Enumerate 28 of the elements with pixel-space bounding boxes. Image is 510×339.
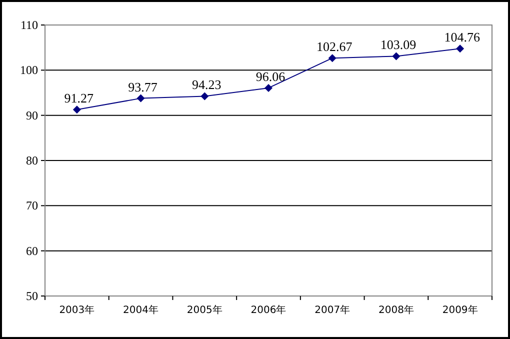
point (456, 44, 464, 53)
x-tick-label: 2007年 (314, 304, 350, 316)
x-tick-label: 2008年 (378, 304, 414, 316)
y-tick-label: 100 (20, 63, 38, 78)
y-tick-label: 110 (20, 18, 38, 32)
x-tick-label: 2004年 (123, 304, 159, 316)
x-tick-label: 2009年 (442, 304, 478, 316)
x-tick-label: 2006年 (250, 304, 286, 316)
data-label: 93.77 (128, 79, 158, 94)
data-label: 102.67 (316, 39, 353, 54)
data-label: 104.76 (444, 30, 480, 45)
y-tick-label: 70 (26, 198, 38, 213)
point (136, 94, 145, 102)
point (200, 92, 209, 100)
data-label: 103.09 (380, 37, 416, 52)
y-tick-label: 60 (26, 244, 38, 258)
point (392, 52, 400, 60)
data-label: 91.27 (64, 90, 94, 106)
point (72, 106, 81, 114)
x-tick-label: 2005年 (186, 304, 222, 316)
point (264, 84, 272, 92)
data-label: 94.23 (192, 77, 222, 92)
data-label: 96.06 (256, 68, 286, 84)
x-tick-label: 2003年 (59, 304, 95, 316)
y-tick-label: 80 (26, 154, 38, 168)
point (328, 54, 336, 62)
y-tick-label: 50 (26, 289, 38, 303)
y-tick-label: 90 (26, 108, 38, 122)
